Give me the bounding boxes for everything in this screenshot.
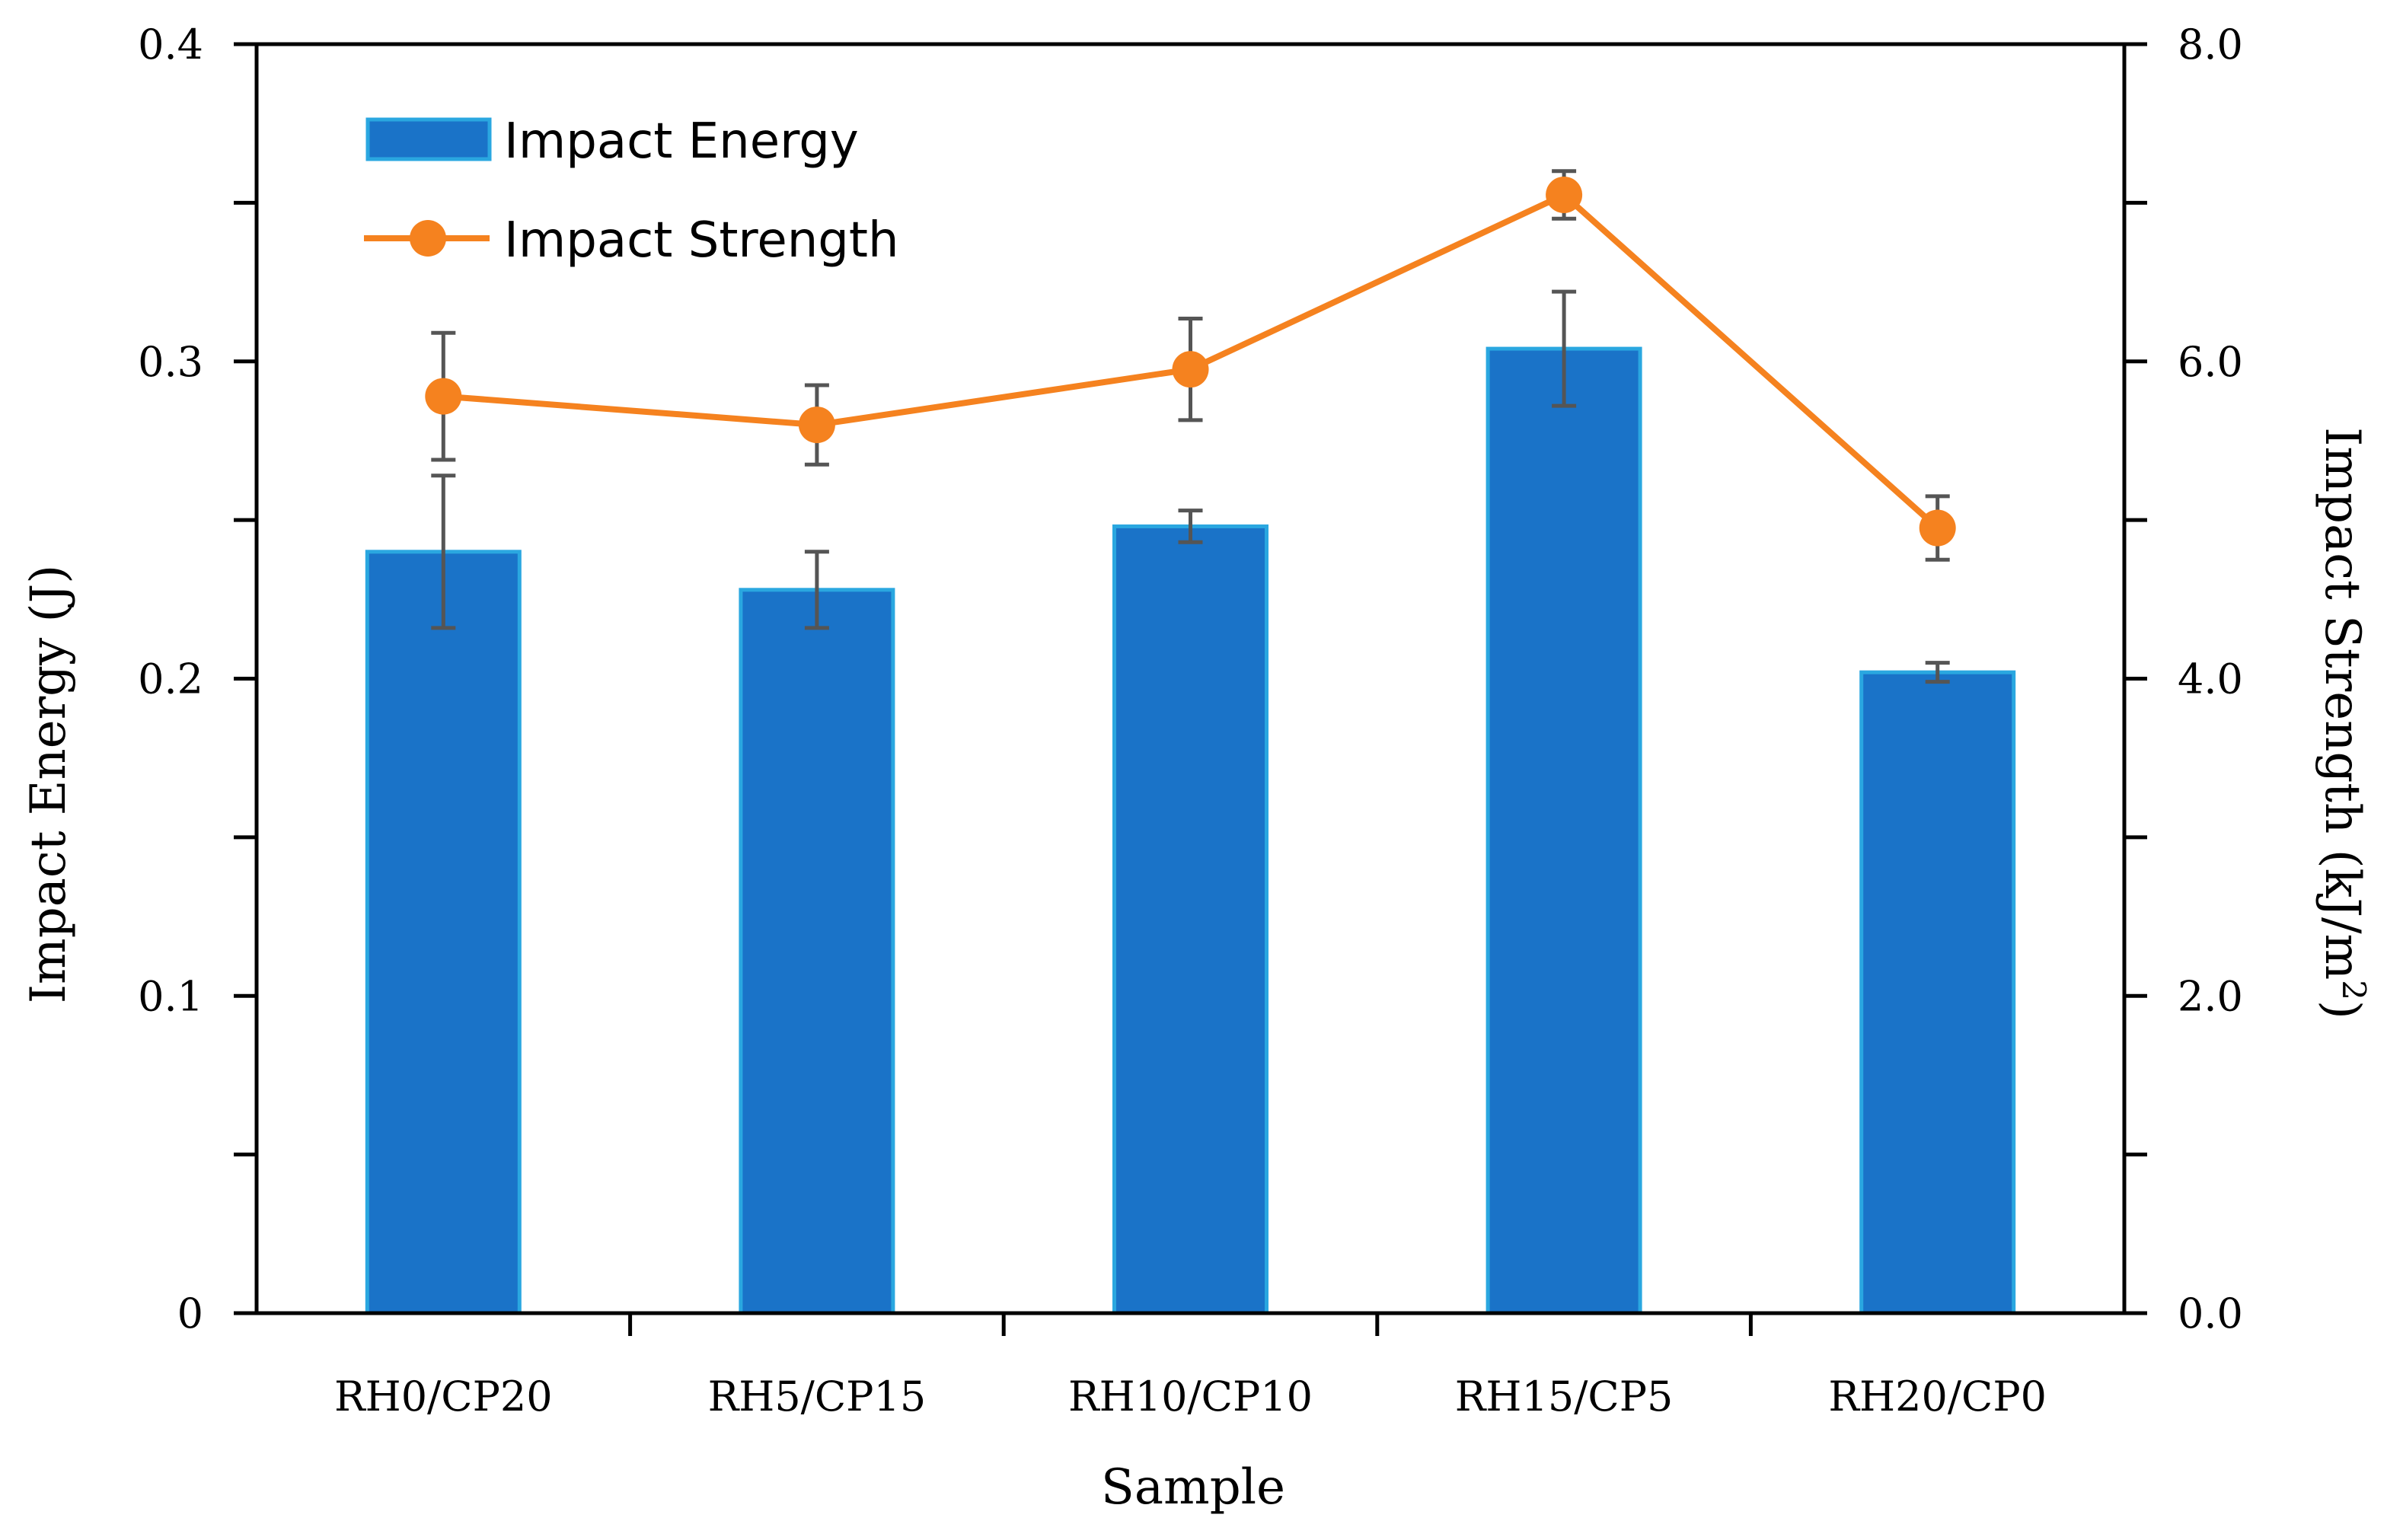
- x-tick-label-1: RH5/CP15: [708, 1373, 927, 1420]
- y-tick-label-0: 0: [177, 1290, 203, 1338]
- bars-layer: [365, 346, 2016, 1315]
- y2-tick-label-2: 4.0: [2178, 655, 2243, 703]
- y2-tick-label-0: 0.0: [2178, 1290, 2243, 1338]
- y2-axis-title-main: Impact Strength (kJ/m: [2314, 427, 2370, 980]
- line-point-2: [1172, 351, 1209, 388]
- x-tick-label-4: RH20/CP0: [1828, 1373, 2047, 1420]
- y-tick-label-3: 0.3: [138, 338, 203, 386]
- y2-tick-label-3: 6.0: [2178, 338, 2243, 386]
- bar-3: [1485, 346, 1642, 1315]
- tick-labels-layer: 0 0.1 0.2 0.3 0.4 0.0 2.0 4.0 6.0 8.0 RH0/CP20 RH5/…: [138, 21, 2243, 1420]
- bar-error-bars-layer: [431, 289, 1950, 684]
- y2-axis-title: Impact Strength (kJ/m2): [2314, 427, 2373, 1019]
- line-layer: [425, 169, 1956, 562]
- line-point-4: [1919, 509, 1956, 547]
- y2-axis-title-superscript: 2: [2335, 980, 2373, 1000]
- y2-axis-title-end: ): [2314, 1000, 2370, 1019]
- y2-tick-label-1: 2.0: [2178, 972, 2243, 1020]
- x-tick-label-2: RH10/CP10: [1068, 1373, 1313, 1420]
- legend-bar-swatch: [365, 117, 492, 161]
- x-tick-label-3: RH15/CP5: [1455, 1373, 1674, 1420]
- y-tick-label-4: 0.4: [138, 21, 203, 69]
- bar-2: [1112, 524, 1268, 1315]
- axes-layer: [234, 42, 2147, 1336]
- x-tick-label-0: RH0/CP20: [334, 1373, 553, 1420]
- y-tick-label-1: 0.1: [138, 972, 203, 1020]
- line-point-0: [425, 378, 462, 415]
- legend-label-impact-energy: Impact Energy: [504, 113, 859, 170]
- y2-tick-label-4: 8.0: [2178, 21, 2243, 69]
- line-point-1: [798, 407, 835, 444]
- line-point-3: [1546, 176, 1583, 213]
- y-axis-title: Impact Energy (J): [21, 565, 77, 1003]
- bar-0: [365, 550, 522, 1315]
- x-axis-title: Sample: [1101, 1459, 1285, 1516]
- legend-label-impact-strength: Impact Strength: [504, 212, 899, 269]
- legend: Impact Energy Impact Strength: [364, 113, 899, 269]
- bar-1: [739, 588, 895, 1315]
- bar-4: [1859, 670, 2016, 1315]
- y-tick-label-2: 0.2: [138, 655, 203, 703]
- legend-line-marker: [410, 220, 446, 257]
